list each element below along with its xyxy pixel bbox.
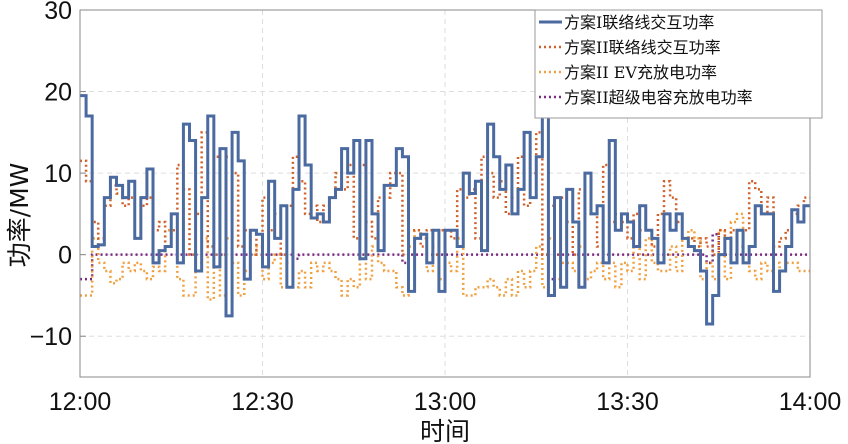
y-tick-label: −10: [30, 323, 72, 351]
y-axis-label: 功率/MW: [5, 163, 34, 268]
legend-box: [534, 9, 823, 119]
y-tick-label: 10: [44, 160, 72, 188]
series-lines: [80, 90, 810, 326]
tick-labels: 12:00 12:30 13:00 13:30 14:00 −10 0 10 20 30: [30, 0, 842, 416]
x-tick-label: 13:30: [596, 388, 659, 416]
plot-frame: [79, 9, 811, 378]
legend-label: 方案II超级电容充放电功率: [564, 88, 753, 107]
series-line-0: [80, 90, 810, 326]
y-tick-label: 20: [44, 79, 72, 107]
x-tick-label: 12:00: [49, 388, 112, 416]
x-tick-label: 14:00: [779, 388, 842, 416]
x-tick-label: 12:30: [231, 388, 294, 416]
y-tick-label: 0: [58, 242, 72, 270]
legend-label: 方案II联络线交互功率: [564, 38, 721, 57]
x-axis-label: 时间: [420, 417, 470, 444]
legend-label: 方案II EV充放电功率: [564, 63, 717, 82]
y-tick-label: 30: [44, 0, 72, 25]
series-line-3: [80, 233, 810, 281]
x-tick-label: 13:00: [414, 388, 477, 416]
legend-label: 方案I联络线交互功率: [564, 13, 714, 32]
